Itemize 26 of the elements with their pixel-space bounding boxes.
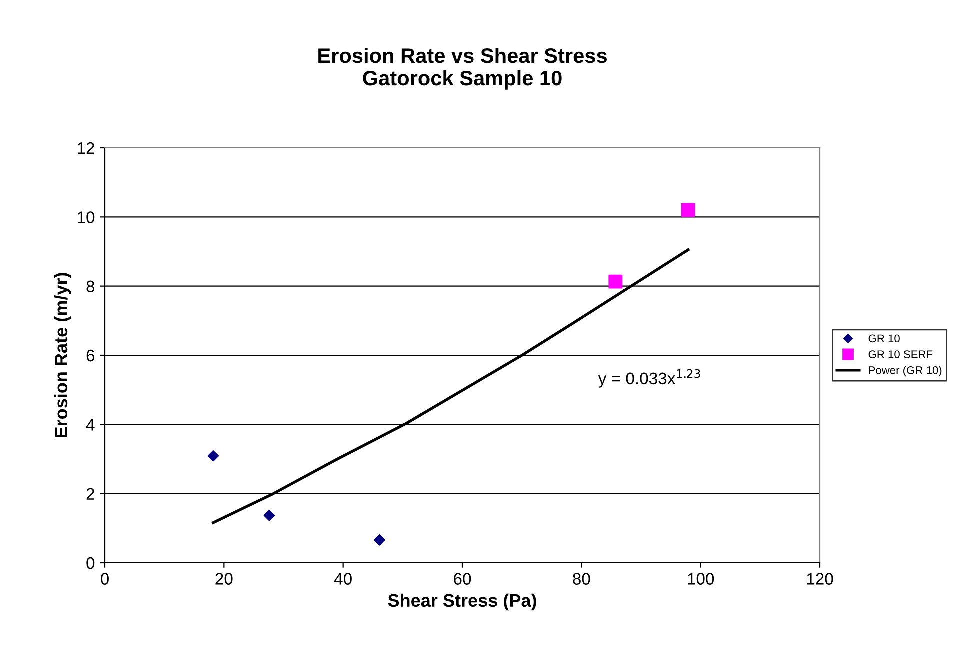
x-tick-label: 20: [216, 573, 233, 585]
y-tick-label: 4: [86, 419, 95, 431]
x-tick-label: 100: [688, 573, 714, 585]
x-tick-label: 0: [101, 573, 109, 585]
legend-label: GR 10 SERF: [868, 350, 933, 358]
point: [208, 450, 220, 462]
y-axis-title: Erosion Rate (m/yr): [54, 273, 72, 438]
x-tick-label: 80: [573, 573, 590, 585]
y-tick-label: 10: [78, 212, 95, 224]
y-tick-label: 8: [86, 280, 95, 293]
chart-title: Erosion Rate vs Shear Stress Gatorock Sample 10: [318, 48, 607, 90]
point: [264, 510, 276, 522]
y-tick-label: 6: [86, 350, 95, 362]
y-tick-label: 12: [78, 142, 94, 154]
legend-label: Power (GR 10): [869, 366, 942, 377]
point: [681, 203, 696, 218]
x-axis-title: Shear Stress (Pa): [388, 594, 536, 611]
y-tick-label: 2: [86, 488, 94, 500]
x-tick-label: 40: [334, 573, 352, 585]
x-tick-label: 120: [807, 573, 834, 585]
legend-label: GR 10: [868, 334, 900, 343]
x-tick-label: 60: [454, 573, 472, 585]
point: [608, 274, 623, 289]
point: [374, 534, 386, 546]
y-tick-label: 0: [86, 557, 95, 570]
annotation: y = 0.033x$^{1.23}$: [598, 369, 700, 388]
